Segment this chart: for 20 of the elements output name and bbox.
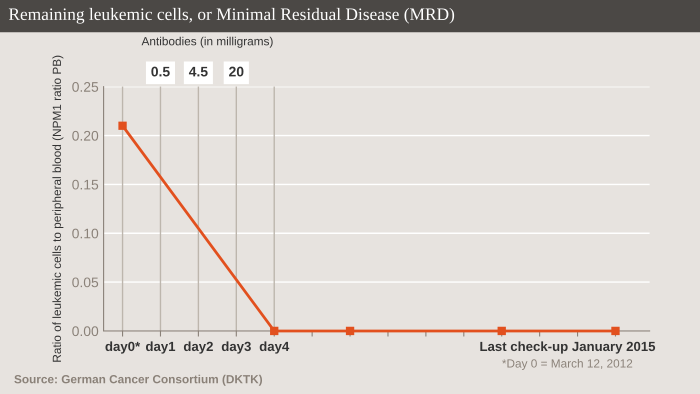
y-tick-label: 0.05 <box>72 277 98 288</box>
y-tick-label: 0.00 <box>72 326 98 336</box>
text: 4.5 <box>188 66 208 77</box>
y-tick-label: 0.10 <box>72 228 98 238</box>
y-tick-label: 0.20 <box>72 130 98 141</box>
y-axis-title: Ratio of leukemic cells to peripheral blood (NPM1 ratio PB) <box>52 56 64 362</box>
source-note: Source: German Cancer Consortium (DKTK) <box>14 374 262 386</box>
text: 20 <box>229 66 244 77</box>
x-tick-label: day1 <box>146 341 176 354</box>
x-tick-label: Last check-up January 2015 <box>480 341 656 354</box>
x-tick-label: day2 <box>184 341 213 354</box>
text: *Day 0 = March 12, 2012 <box>502 358 632 370</box>
text: 0.5 <box>151 66 170 77</box>
x-tick-label: day0* <box>105 341 140 354</box>
text: Antibodies (in milligrams) <box>142 36 273 48</box>
x-tick-label: day3 <box>222 341 251 354</box>
x-tick-label: day4 <box>260 341 290 354</box>
y-tick-label: 0.15 <box>72 180 98 190</box>
chart-title: Remaining leukemic cells, or Minimal Residual Disease (MRD) <box>8 8 454 24</box>
y-tick-label: 0.25 <box>72 82 98 92</box>
